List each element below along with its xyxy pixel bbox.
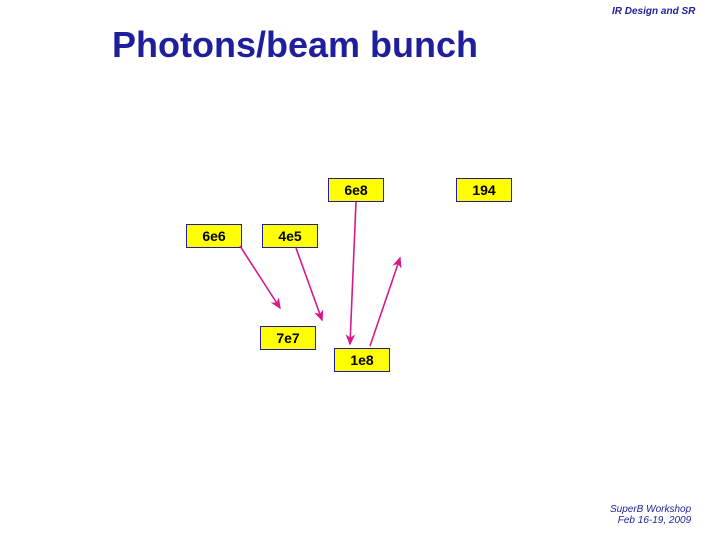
arrow-b6e6 [240, 246, 280, 308]
header-right: IR Design and SR [612, 6, 695, 17]
value-box-b4e5: 4e5 [262, 224, 318, 248]
page-title: Photons/beam bunch [112, 24, 478, 66]
arrow-b4e5 [296, 248, 322, 320]
arrows-layer [0, 0, 720, 540]
value-box-b6e8: 6e8 [328, 178, 384, 202]
value-box-b6e6: 6e6 [186, 224, 242, 248]
footer: SuperB Workshop Feb 16-19, 2009 [610, 504, 691, 526]
arrow-b1e8 [370, 258, 400, 346]
footer-line1: SuperB Workshop [610, 504, 691, 515]
arrow-b6e8 [350, 202, 356, 344]
footer-line2: Feb 16-19, 2009 [610, 515, 691, 526]
value-box-b1e8: 1e8 [334, 348, 390, 372]
value-box-b194: 194 [456, 178, 512, 202]
value-box-b7e7: 7e7 [260, 326, 316, 350]
